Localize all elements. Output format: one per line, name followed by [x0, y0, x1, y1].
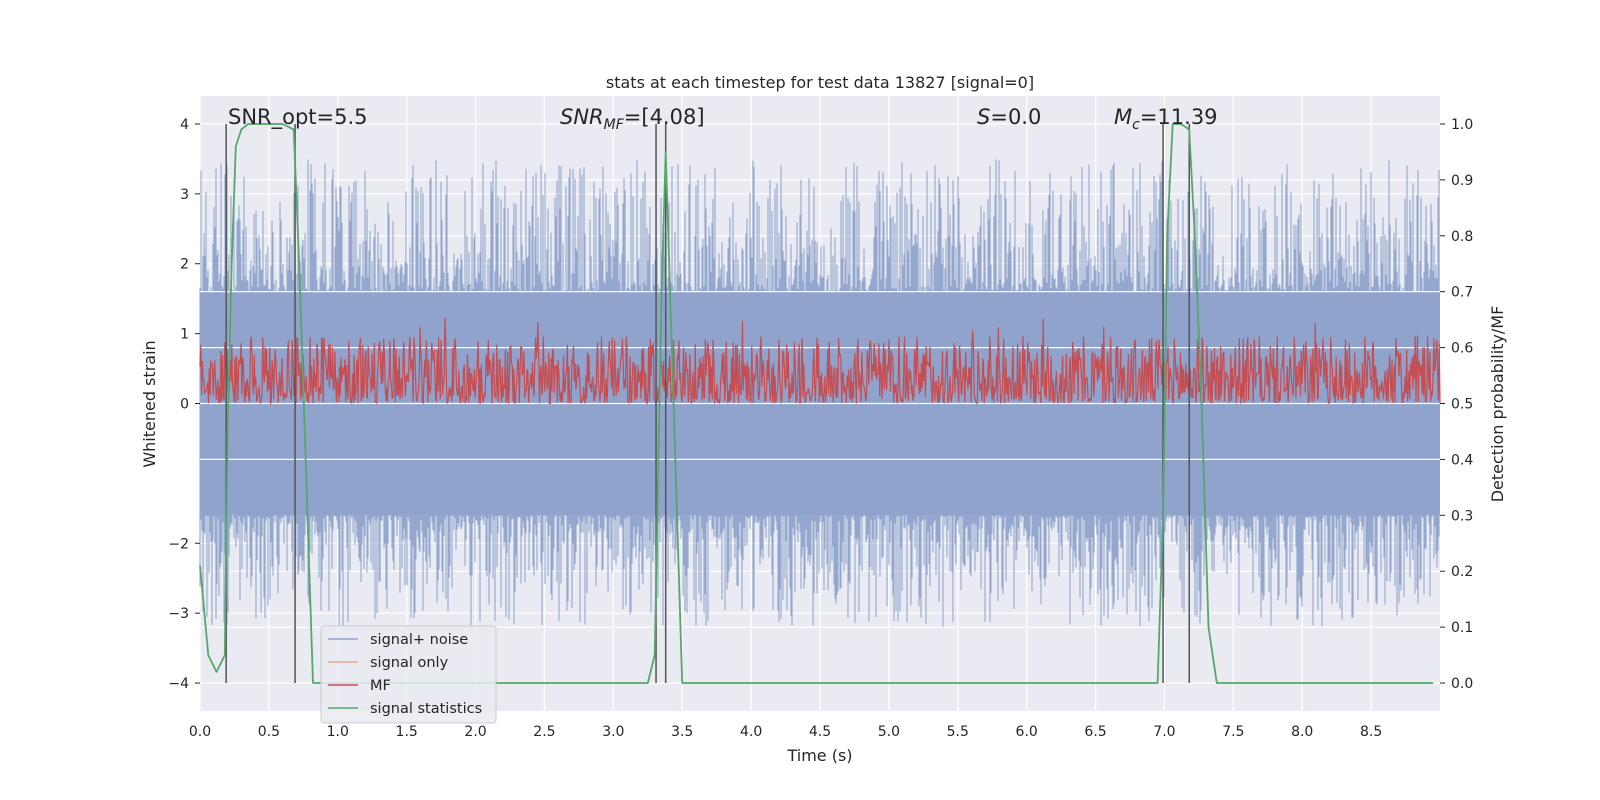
x-axis-ticks: 0.0 0.5 1.0 1.5 2.0 2.5 3.0 3.5 4.0 4.5 5.0 5.5 6.0 6…	[189, 724, 1382, 740]
y-left-tick-label-0: 4	[180, 117, 189, 133]
legend-label-signal-noise: signal+ noise	[370, 632, 468, 648]
y-left-tick-label-6: −3	[168, 606, 189, 622]
annotation-snr-mf-value: =[4.08]	[624, 105, 705, 129]
y-right-tick-label-4: 0.6	[1451, 341, 1473, 357]
y-axis-right-label: Detection probability/MF	[1488, 306, 1507, 503]
annotation-mc-var: M	[1114, 105, 1132, 129]
x-tick-label-7: 3.5	[671, 724, 693, 740]
x-tick-label-14: 7.0	[1153, 724, 1175, 740]
x-tick-label-13: 6.5	[1084, 724, 1106, 740]
y-right-tick-label-7: 0.3	[1451, 508, 1473, 524]
y-axis-left-ticks: 4 3 2 1 0 −2 −3 −4	[168, 117, 200, 692]
x-axis-label: Time (s)	[786, 746, 852, 765]
annotation-snr-mf-sub: MF	[604, 117, 625, 133]
legend-item-signal-only: signal only	[328, 655, 449, 671]
y-right-tick-label-3: 0.7	[1451, 285, 1473, 301]
y-right-tick-label-8: 0.2	[1451, 564, 1473, 580]
x-tick-label-10: 5.0	[878, 724, 900, 740]
mf-trace	[199, 317, 1441, 406]
series-mf	[199, 317, 1441, 406]
x-tick-label-8: 4.0	[740, 724, 762, 740]
signal-statistics-trace	[199, 123, 1434, 684]
x-tick-label-3: 1.5	[396, 724, 418, 740]
y-left-tick-label-2: 2	[180, 257, 189, 273]
legend-label-signal-only: signal only	[370, 655, 449, 671]
x-tick-label-6: 3.0	[602, 724, 624, 740]
y-right-tick-label-1: 0.9	[1451, 173, 1473, 189]
x-tick-label-5: 2.5	[533, 724, 555, 740]
x-tick-label-0: 0.0	[189, 724, 211, 740]
legend-item-signal-statistics: signal statistics	[328, 701, 482, 717]
legend-label-mf: MF	[370, 678, 391, 694]
legend-item-signal-noise: signal+ noise	[328, 632, 468, 648]
x-tick-label-1: 0.5	[258, 724, 280, 740]
y-left-tick-label-5: −2	[168, 536, 189, 552]
y-axis-right-ticks: 1.0 0.9 0.8 0.7 0.6 0.5 0.4 0.3 0.2 0.1 0.0	[1440, 117, 1473, 692]
legend-label-signal-statistics: signal statistics	[370, 701, 482, 717]
y-right-tick-label-5: 0.5	[1451, 397, 1473, 413]
annotation-s-var: S	[977, 105, 990, 129]
annotation-s-value: =0.0	[990, 105, 1041, 129]
y-left-tick-label-7: −4	[168, 676, 189, 692]
annotation-s: S=0.0	[977, 105, 1041, 129]
y-right-tick-label-9: 0.1	[1451, 620, 1473, 636]
legend: signal+ noise signal only MF signal stat…	[320, 625, 497, 724]
annotation-mc-value: =11.39	[1140, 105, 1218, 129]
y-right-tick-label-6: 0.4	[1451, 452, 1473, 468]
annotation-snr-mf-main: SNR	[560, 105, 604, 129]
annotation-mc-sub: c	[1132, 117, 1140, 133]
y-right-tick-label-0: 1.0	[1451, 117, 1473, 133]
legend-item-mf: MF	[328, 678, 391, 694]
x-tick-label-16: 8.0	[1291, 724, 1313, 740]
y-left-tick-label-1: 3	[180, 187, 189, 203]
x-tick-label-17: 8.5	[1360, 724, 1382, 740]
x-tick-label-9: 4.5	[809, 724, 831, 740]
legend-box	[320, 625, 497, 724]
y-left-tick-label-3: 1	[180, 327, 189, 343]
annotation-snr-opt: SNR_opt=5.5	[228, 105, 368, 130]
chart-title: stats at each timestep for test data 138…	[606, 73, 1034, 92]
series-signal-statistics	[199, 123, 1434, 684]
x-tick-label-15: 7.5	[1222, 724, 1244, 740]
y-right-tick-label-2: 0.8	[1451, 229, 1473, 245]
x-tick-label-2: 1.0	[327, 724, 349, 740]
x-tick-label-11: 5.5	[947, 724, 969, 740]
annotation-snr-mf: SNRMF=[4.08]	[560, 105, 705, 133]
annotation-mc: Mc=11.39	[1114, 105, 1218, 133]
series-signal-noise	[199, 159, 1440, 627]
y-right-tick-label-10: 0.0	[1451, 676, 1473, 692]
y-axis-left-label: Whitened strain	[140, 340, 159, 467]
x-tick-label-12: 6.0	[1016, 724, 1038, 740]
x-tick-label-4: 2.0	[464, 724, 486, 740]
y-left-tick-label-4: 0	[180, 397, 189, 413]
